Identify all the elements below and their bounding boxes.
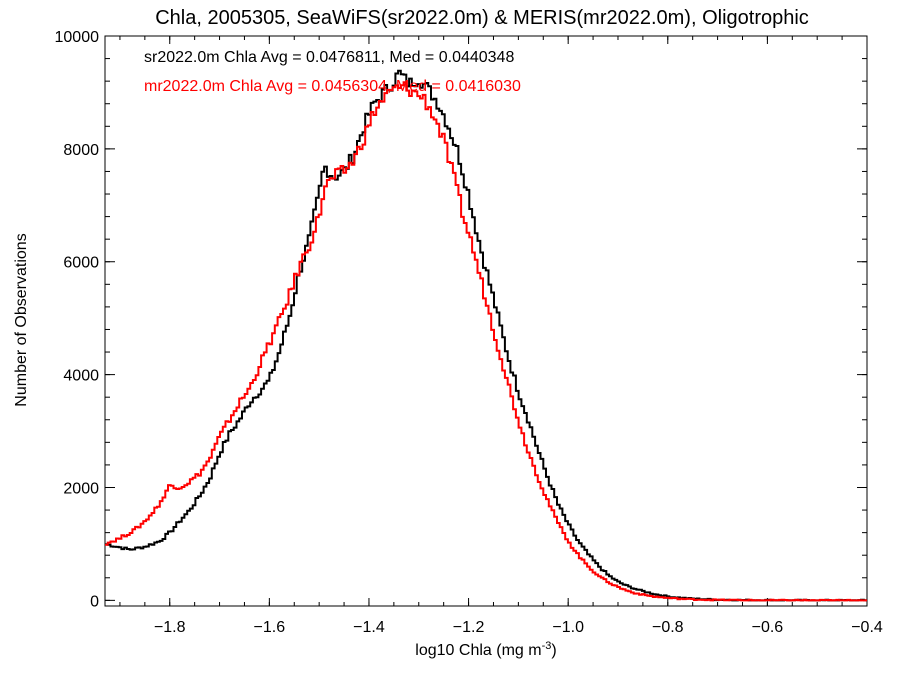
y-tick-label: 6000 [63,255,99,272]
series-line-sr2022.0m [105,69,868,602]
series-2-annotation: mr2022.0m Chla Avg = 0.0456304, Med = 0.… [144,78,521,95]
x-tick-label: −0.8 [652,619,684,636]
x-tick-label: −0.6 [752,619,784,636]
y-tick-label: 2000 [63,480,99,497]
y-axis-label: Number of Observations [13,233,30,406]
x-tick-label: −1.0 [552,619,584,636]
y-tick-label: 0 [90,593,99,610]
series-line-mr2022.0m [105,81,867,602]
x-tick-label: −1.4 [353,619,385,636]
series-1-annotation: sr2022.0m Chla Avg = 0.0476811, Med = 0.… [144,49,514,66]
y-tick-label: 4000 [63,368,99,385]
y-axis: 0 2000 4000 6000 8000 10000 [55,29,867,610]
plot-frame [104,35,868,607]
x-axis-label: log10 Chla (mg m-3) [415,640,556,659]
series-layer [105,69,868,602]
y-tick-label: 8000 [63,142,99,159]
x-tick-label: −0.4 [851,619,883,636]
x-tick-label: −1.8 [154,619,186,636]
y-tick-label: 10000 [55,29,100,46]
plot-area [104,35,868,607]
x-tick-label: −1.2 [453,619,485,636]
chart-title: Chla, 2005305, SeaWiFS(sr2022.0m) & MERI… [155,7,809,29]
x-tick-label: −1.6 [254,619,286,636]
